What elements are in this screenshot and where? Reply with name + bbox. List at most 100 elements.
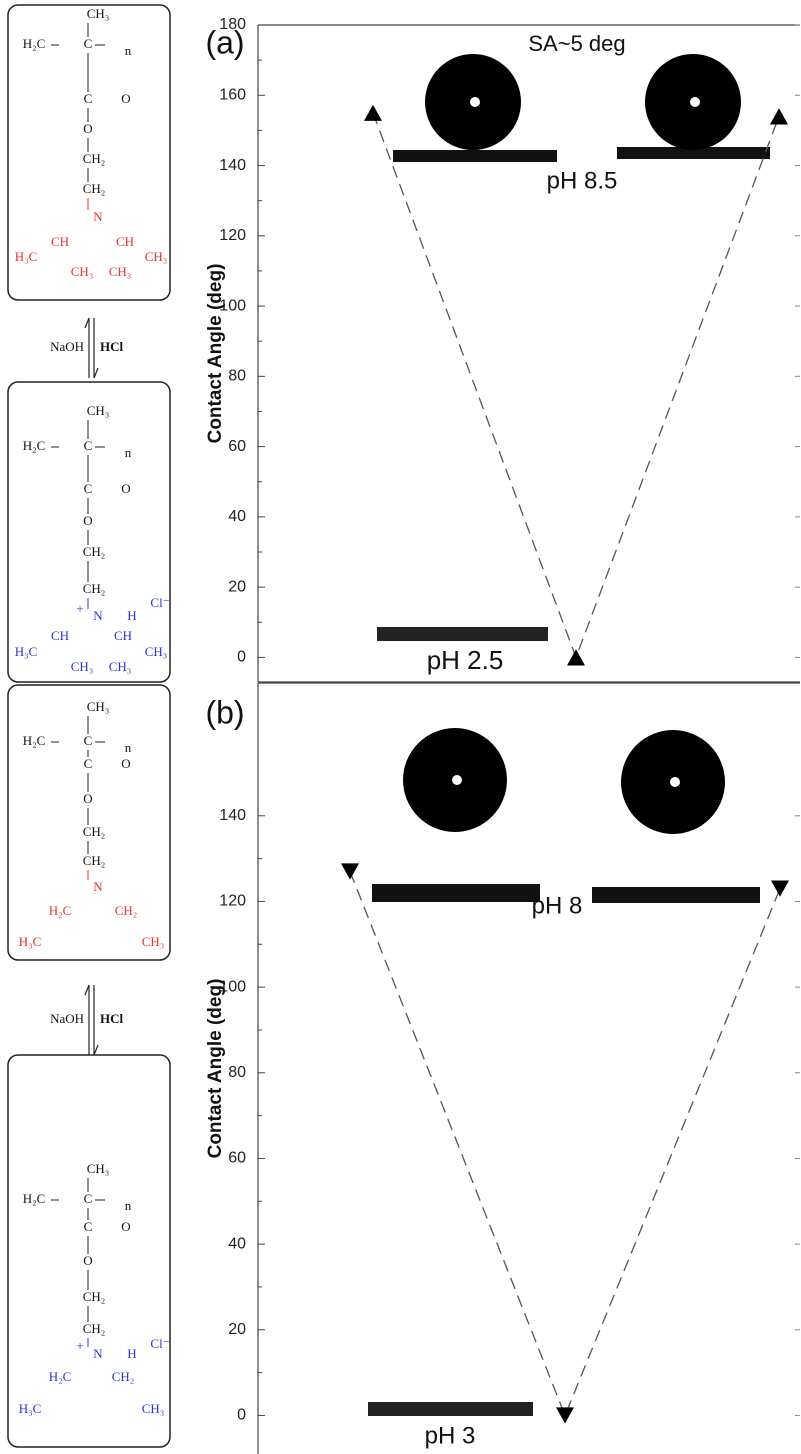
marker [567, 649, 585, 666]
y-tick-label: 60 [228, 1150, 246, 1167]
atom-label: CH₃ [142, 1401, 165, 1416]
atom-label: Cl⁻ [150, 1336, 169, 1351]
atom-label: CH₃ [87, 6, 110, 21]
atom-label: N [93, 608, 103, 623]
atom-label: H₂C [23, 733, 46, 748]
atom-label: H₃C [15, 644, 38, 659]
atom-label: CH₂ [83, 1289, 106, 1304]
atom-label: C [84, 438, 93, 453]
y-tick-label: 100 [219, 297, 246, 314]
panel-label: (a) [205, 24, 244, 60]
structure-box [7, 381, 171, 683]
atom-label: C [84, 36, 93, 51]
atom-label: + [76, 1338, 83, 1353]
atom-label: O [83, 1253, 92, 1268]
y-tick-label: 40 [228, 1235, 246, 1252]
substrate [592, 887, 760, 903]
reagent: HCl [100, 339, 124, 354]
annotation: SA~5 deg [528, 31, 625, 56]
y-axis-label: Contact Angle (deg) [205, 264, 226, 444]
atom-label: H₃C [15, 249, 38, 264]
atom-label: CH₃ [145, 644, 168, 659]
atom-label: n [125, 740, 132, 755]
y-tick-label: 0 [237, 649, 246, 666]
atom-label: C [84, 733, 93, 748]
y-tick-label: 140 [219, 807, 246, 824]
atom-label: O [121, 91, 130, 106]
atom-label: H₂C [23, 36, 46, 51]
y-tick-label: 180 [219, 16, 246, 33]
atom-label: C [84, 756, 93, 771]
y-tick-label: 80 [228, 1064, 246, 1081]
atom-label: H₃C [19, 1401, 42, 1416]
arrow-head [93, 1044, 99, 1056]
marker [770, 108, 788, 125]
reagent: NaOH [50, 339, 84, 354]
marker [556, 1407, 574, 1424]
y-tick-label: 80 [228, 368, 246, 385]
y-tick-label: 140 [219, 157, 246, 174]
panel-label: (b) [205, 694, 244, 730]
atom-label: H₂C [23, 1191, 46, 1206]
atom-label: H [127, 1346, 136, 1361]
y-tick-label: 120 [219, 227, 246, 244]
reagent: NaOH [50, 1011, 84, 1026]
atom-label: C [84, 91, 93, 106]
y-tick-label: 20 [228, 1321, 246, 1338]
atom-label: CH₃ [71, 659, 94, 674]
y-tick-label: 160 [219, 86, 246, 103]
atom-label: H₃C [19, 934, 42, 949]
atom-label: CH [51, 234, 69, 249]
y-tick-label: 100 [219, 978, 246, 995]
atom-label: H₂C [49, 903, 72, 918]
atom-label: n [125, 43, 132, 58]
droplet-highlight [452, 775, 462, 785]
atom-label: O [83, 791, 92, 806]
atom-label: N [93, 1346, 103, 1361]
structure-box [7, 684, 171, 961]
atom-label: C [84, 481, 93, 496]
substrate [393, 150, 557, 162]
atom-label: O [121, 756, 130, 771]
droplet-highlight [670, 777, 680, 787]
atom-label: H₂C [23, 438, 46, 453]
flat-droplet [368, 1402, 533, 1416]
atom-label: n [125, 445, 132, 460]
atom-label: CH₃ [87, 699, 110, 714]
series-line [349, 871, 781, 1418]
atom-label: O [83, 513, 92, 528]
atom-label: CH₂ [83, 544, 106, 559]
atom-label: Cl⁻ [150, 595, 169, 610]
atom-label: N [93, 879, 103, 894]
y-tick-label: 60 [228, 438, 246, 455]
atom-label: N [93, 209, 103, 224]
reagent: HCl [100, 1011, 124, 1026]
annotation: pH 8 [532, 892, 583, 919]
atom-label: C [84, 1191, 93, 1206]
flat-droplet [377, 627, 548, 641]
arrow-head [84, 317, 90, 329]
atom-label: CH₃ [142, 934, 165, 949]
atom-label: CH₂ [83, 151, 106, 166]
atom-label: CH₂ [83, 581, 106, 596]
atom-label: CH₂ [83, 824, 106, 839]
atom-label: CH₃ [71, 264, 94, 279]
structure-box [7, 4, 171, 301]
atom-label: n [125, 1198, 132, 1213]
droplet-highlight [470, 97, 480, 107]
atom-label: C [84, 1219, 93, 1234]
atom-label: O [83, 121, 92, 136]
atom-label: O [121, 481, 130, 496]
substrate [617, 147, 770, 159]
atom-label: CH₃ [109, 659, 132, 674]
y-tick-label: 120 [219, 893, 246, 910]
atom-label: + [76, 601, 83, 616]
y-tick-label: 40 [228, 508, 246, 525]
y-tick-label: 20 [228, 578, 246, 595]
marker [364, 104, 382, 121]
atom-label: CH₂ [112, 1369, 135, 1384]
atom-label: H₂C [49, 1369, 72, 1384]
atom-label: CH₂ [83, 181, 106, 196]
